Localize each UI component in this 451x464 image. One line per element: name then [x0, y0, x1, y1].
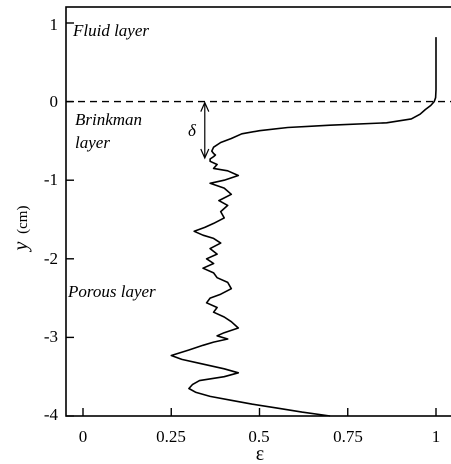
brinkman-label-line2: layer	[75, 133, 110, 152]
plot-frame	[65, 6, 451, 417]
y-axis-unit: (cm)	[15, 206, 31, 234]
x-tick-label: 1	[432, 427, 441, 446]
delta-arrow	[200, 101, 210, 160]
svg-text:y (cm): y (cm)	[10, 206, 32, 253]
delta-arrow-head	[200, 148, 210, 160]
y-tick-label: -4	[44, 405, 59, 424]
delta-arrow-head	[200, 101, 210, 112]
x-tick-label: 0.5	[248, 427, 269, 446]
y-tick-label: 0	[50, 92, 59, 111]
y-axis-label: y	[10, 241, 32, 252]
delta-label: δ	[188, 121, 197, 140]
porous-layer-label: Porous layer	[67, 282, 156, 301]
x-tick-label: 0.25	[156, 427, 186, 446]
y-tick-label: -3	[44, 327, 58, 346]
y-tick-label: -2	[44, 249, 58, 268]
x-axis-label: ε	[256, 443, 264, 464]
porosity-profile-line	[170, 37, 437, 417]
x-tick-label: 0	[79, 427, 88, 446]
brinkman-label-line1: Brinkman	[75, 110, 142, 129]
y-tick-label: 1	[50, 15, 59, 34]
y-tick-label: -1	[44, 170, 58, 189]
fluid-layer-label: Fluid layer	[72, 21, 149, 40]
axis-ticks	[66, 22, 437, 417]
x-tick-label: 0.75	[333, 427, 363, 446]
